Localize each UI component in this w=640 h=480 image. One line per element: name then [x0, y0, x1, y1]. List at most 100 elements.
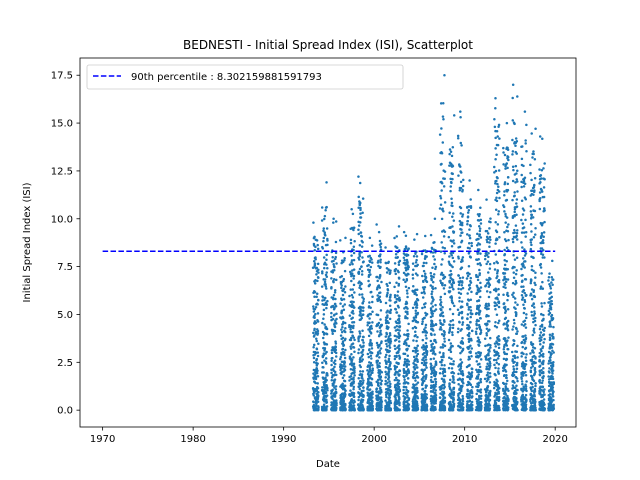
data-point [503, 248, 506, 252]
data-point [351, 326, 355, 330]
data-point [361, 256, 364, 259]
data-point [402, 401, 406, 404]
data-point [366, 268, 370, 271]
data-point [462, 382, 465, 385]
data-point [415, 402, 419, 405]
data-point [316, 247, 320, 251]
data-point [503, 210, 506, 213]
data-point [394, 376, 398, 380]
data-point [371, 371, 374, 375]
data-point [375, 390, 378, 393]
data-point [469, 350, 472, 353]
data-point [431, 285, 434, 289]
data-point [497, 123, 501, 127]
data-point [357, 391, 360, 394]
data-point [322, 229, 325, 232]
data-point [387, 269, 391, 272]
data-point [483, 257, 487, 261]
data-point [353, 400, 356, 404]
data-point [468, 234, 471, 237]
data-point [493, 363, 496, 367]
data-point [343, 361, 346, 364]
data-point [397, 314, 401, 317]
data-point [506, 400, 509, 403]
data-point [403, 382, 407, 385]
data-point [415, 293, 418, 297]
data-point [511, 374, 515, 378]
data-point [459, 378, 462, 381]
data-point [503, 343, 506, 347]
data-point [478, 295, 482, 299]
data-point [467, 395, 470, 398]
data-point [494, 221, 497, 224]
data-point [358, 332, 362, 335]
data-point [479, 252, 482, 255]
data-point [511, 96, 514, 100]
data-point [313, 322, 316, 325]
data-point [323, 400, 326, 403]
data-point [451, 146, 455, 149]
data-point [316, 394, 320, 397]
data-point [505, 321, 509, 324]
data-point [404, 280, 407, 284]
data-point [439, 367, 442, 371]
data-point [361, 197, 365, 200]
data-point [523, 277, 527, 281]
data-point [469, 383, 473, 387]
data-point [470, 403, 474, 407]
data-point [479, 378, 482, 382]
data-point [459, 212, 462, 215]
data-point [532, 152, 535, 156]
data-point [495, 341, 499, 345]
data-point [430, 369, 434, 372]
data-point [450, 165, 454, 168]
data-point [321, 406, 324, 410]
data-point [321, 271, 324, 275]
data-point [430, 394, 433, 398]
data-point [450, 367, 454, 370]
data-point [478, 234, 481, 238]
data-point [443, 201, 447, 204]
data-point [350, 207, 353, 211]
data-point [493, 324, 497, 328]
data-point [503, 230, 506, 234]
data-point [331, 388, 334, 392]
data-point [520, 398, 523, 401]
data-point [433, 378, 437, 381]
data-point [397, 263, 401, 267]
data-point [398, 403, 401, 407]
data-point [312, 335, 316, 338]
data-point [359, 356, 362, 360]
data-point [515, 234, 518, 238]
data-point [486, 407, 489, 410]
data-point [470, 241, 473, 245]
data-point [469, 377, 472, 381]
data-point [315, 362, 318, 365]
data-point [343, 257, 346, 260]
data-point [387, 321, 390, 325]
data-point [479, 317, 482, 320]
data-point [505, 147, 508, 151]
data-point [433, 406, 437, 410]
data-point [470, 396, 473, 399]
data-point [420, 378, 424, 381]
data-point [467, 242, 471, 245]
data-point [313, 282, 317, 285]
data-point [475, 377, 478, 380]
data-point [522, 374, 525, 377]
data-point [513, 191, 516, 194]
data-point [342, 374, 346, 377]
data-point [439, 392, 442, 395]
data-point [506, 225, 509, 229]
data-point [313, 266, 316, 269]
data-point [422, 280, 425, 283]
data-point [330, 376, 334, 379]
data-point [321, 361, 324, 365]
data-point [348, 314, 352, 317]
data-point [407, 369, 411, 373]
data-point [515, 367, 519, 371]
data-point [377, 364, 381, 368]
data-point [440, 363, 444, 367]
data-point [530, 216, 533, 219]
data-point [502, 163, 505, 166]
